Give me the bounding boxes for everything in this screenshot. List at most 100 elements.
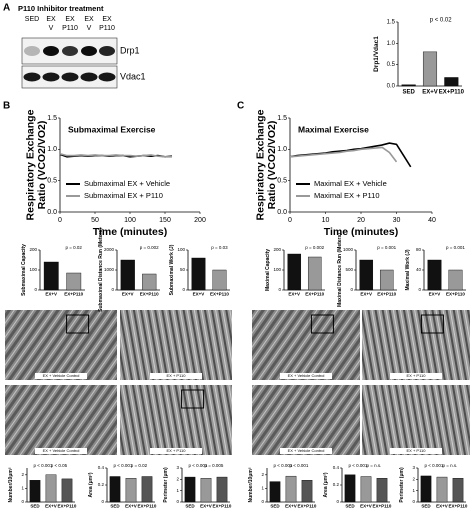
p-value: p < 0.001 (114, 463, 133, 468)
x-tick-label: 10 (322, 217, 330, 224)
y-tick-label: 1.0 (387, 41, 396, 47)
p-value: p < 0.001 (425, 463, 444, 468)
x-tick-label: EX+V (200, 504, 212, 509)
panel-label: C (237, 101, 244, 112)
x-tick-label: EX+V (288, 292, 300, 297)
lane-label: EX (65, 16, 75, 23)
x-tick-label: 200 (194, 217, 206, 224)
x-tick-label: 100 (124, 217, 136, 224)
bar (43, 261, 59, 291)
lane-label: P110 (99, 25, 115, 32)
bar (422, 51, 438, 87)
lane-label: V (49, 25, 54, 32)
y-tick-label: 0.2 (333, 482, 340, 487)
x-tick-label: EX+V (360, 504, 372, 509)
band (43, 46, 59, 56)
y-tick-label: 80 (416, 247, 422, 252)
y-tick-label: 1.5 (47, 115, 57, 122)
x-tick-label: EX+V (429, 292, 441, 297)
y-axis-label: Number/10μm² (248, 467, 254, 502)
bar (191, 257, 206, 291)
band-label: Drp1 (120, 45, 140, 55)
y-tick-label: 500 (345, 267, 353, 272)
x-tick-label: SED (345, 504, 355, 509)
caption-box (150, 448, 202, 454)
bar (360, 476, 372, 503)
y-tick-label: 2 (176, 477, 179, 482)
y-tick-label: 0.5 (47, 178, 57, 185)
x-axis-label: Time (minutes) (93, 226, 167, 238)
x-tick-label: EX+V (360, 292, 372, 297)
legend-label: Submaximal EX + P110 (84, 191, 163, 200)
caption-box (280, 373, 332, 379)
y-tick-label: 3 (412, 465, 415, 470)
bar (427, 259, 442, 291)
y-tick-label: 2 (261, 472, 264, 477)
p-value: p = 0.005 (205, 463, 224, 468)
y-tick-label: 1.5 (387, 20, 396, 26)
p-value: p = 0.02 (131, 463, 148, 468)
bar (269, 481, 281, 503)
bar (285, 475, 297, 503)
lane-label: EX (84, 16, 94, 23)
x-tick-label: EX+V (45, 292, 57, 297)
x-tick-label: EX+P110 (446, 292, 465, 297)
p-value: p = 0.002 (305, 245, 324, 250)
y-tick-label: 2 (21, 472, 24, 477)
y-tick-label: 0.2 (98, 482, 105, 487)
y-tick-label: 0 (21, 499, 24, 504)
series-line (289, 146, 398, 163)
x-tick-label: EX+V (193, 292, 205, 297)
bar (301, 480, 313, 503)
x-tick-label: SED (30, 504, 40, 509)
p-value: p = 0.03 (211, 245, 228, 250)
band (98, 72, 116, 82)
micrograph (252, 310, 360, 380)
y-axis-label: Respiratory Exchange (24, 109, 36, 220)
y-tick-label: 100 (177, 247, 185, 252)
bar (401, 84, 416, 87)
x-tick-label: SED (270, 504, 280, 509)
x-tick-label: EX+P110 (439, 90, 465, 96)
y-tick-label: 1.0 (277, 146, 287, 153)
y-tick-label: 100 (273, 267, 281, 272)
x-tick-label: SED (185, 504, 195, 509)
x-tick-label: EX+P110 (449, 504, 468, 509)
p-value: p < 0.001 (34, 463, 53, 468)
y-axis-label: Ratio (VCO2/VO2) (266, 121, 278, 210)
y-tick-label: 1.0 (47, 146, 57, 153)
caption-box (390, 373, 442, 379)
lane-label: EX (46, 16, 56, 23)
x-tick-label: 30 (393, 217, 401, 224)
x-tick-label: EX+P110 (210, 292, 229, 297)
y-tick-label: 0 (176, 499, 179, 504)
bar (45, 474, 57, 503)
y-axis-label: Area (μm²) (88, 472, 94, 497)
y-axis-label: Ratio (VCO2/VO2) (36, 121, 48, 210)
y-axis-label: Perimeter (μm) (399, 467, 405, 503)
x-tick-label: EX+V (125, 504, 137, 509)
micrograph (5, 310, 117, 380)
micrograph-caption: EX + Vehicle Control (43, 373, 80, 378)
micrograph (120, 310, 232, 380)
legend-label: Maximal EX + Vehicle (314, 179, 387, 188)
micrograph-caption: EX + Vehicle Control (43, 448, 80, 453)
y-tick-label: 0.4 (333, 465, 340, 470)
band (62, 46, 78, 56)
lane-label: EX (102, 16, 112, 23)
y-tick-label: 0 (350, 287, 353, 292)
y-tick-label: 0.0 (47, 209, 57, 216)
band (24, 46, 40, 56)
p-value: p = 0.001 (377, 245, 396, 250)
bar (444, 77, 459, 87)
blot-title: P110 Inhibitor treatment (18, 4, 104, 13)
p-value: p < 0.001 (189, 463, 208, 468)
y-tick-label: 2000 (104, 247, 115, 252)
y-tick-label: 1 (21, 486, 24, 491)
y-tick-label: 50 (180, 267, 186, 272)
x-tick-label: EX+P110 (64, 292, 83, 297)
x-axis-label: Time (minutes) (324, 226, 398, 238)
legend-label: Submaximal EX + Vehicle (84, 179, 170, 188)
